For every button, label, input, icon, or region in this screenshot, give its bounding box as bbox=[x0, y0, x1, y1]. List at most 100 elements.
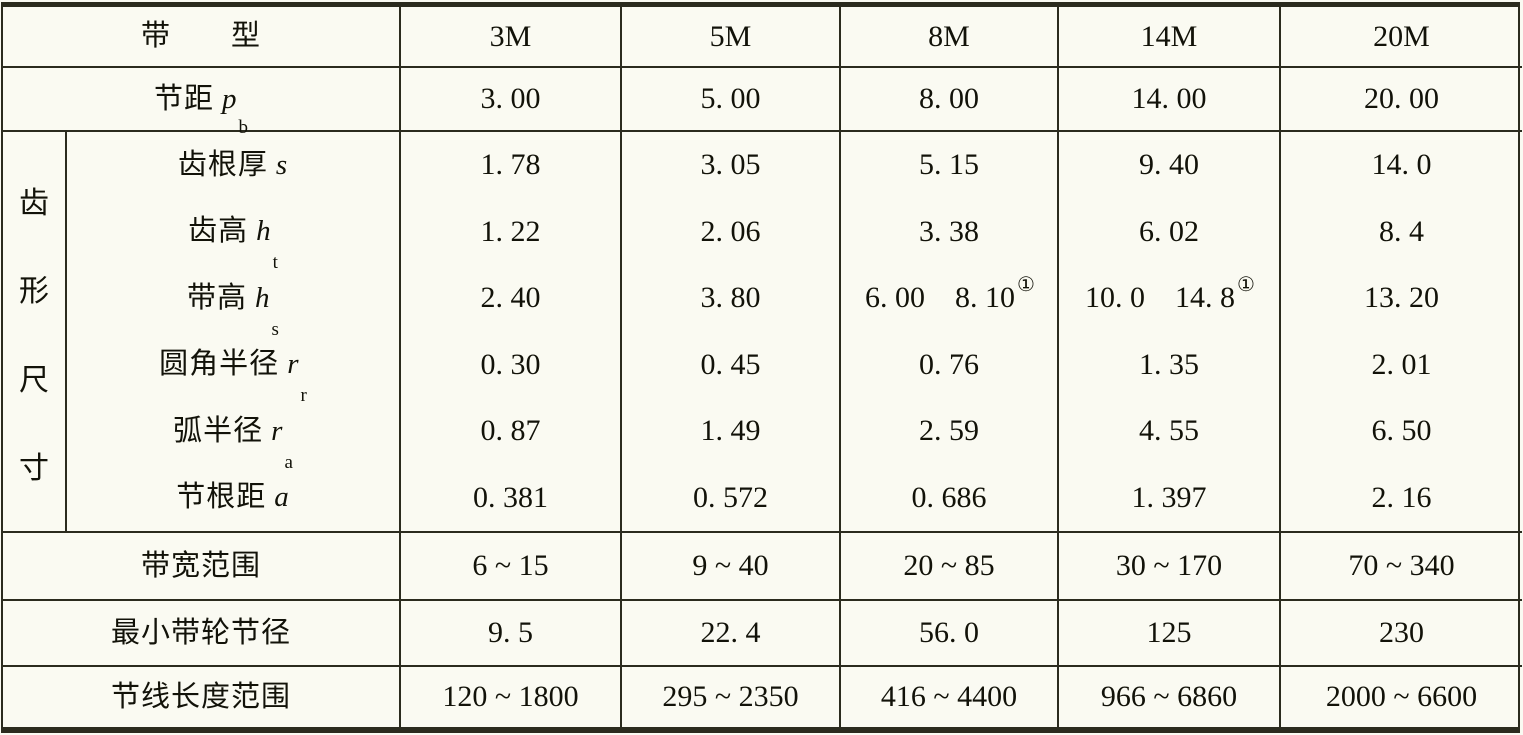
value-text: 1. 78 bbox=[480, 148, 541, 182]
value-text: 2. 16 bbox=[1371, 480, 1432, 514]
pitch-length-5m: 295 ~ 2350 bbox=[622, 667, 841, 727]
tooth-value-cell: 2. 01 bbox=[1281, 332, 1522, 399]
value-text: 10. 0 14. 8 bbox=[1085, 281, 1236, 315]
header-col-8m: 8M bbox=[841, 7, 1059, 68]
footnote-mark: ① bbox=[1237, 274, 1255, 297]
tooth-value-cell: 2. 40 bbox=[401, 265, 620, 332]
tooth-group-char-4: 寸 bbox=[19, 451, 49, 485]
tooth-value-cell: 1. 35 bbox=[1059, 332, 1279, 399]
tooth-value-cell: 2. 16 bbox=[1281, 465, 1522, 532]
tooth-symbol-subscript: s bbox=[271, 318, 280, 340]
tooth-value-cell: 0. 381 bbox=[401, 465, 620, 532]
tooth-value-cell: 1. 78 bbox=[401, 132, 620, 199]
pitch-symbol-subscript: b bbox=[238, 117, 249, 138]
min-pulley-14m: 125 bbox=[1059, 601, 1281, 667]
pitch-value-20m: 20. 00 bbox=[1281, 68, 1522, 132]
value-text: 1. 35 bbox=[1139, 347, 1199, 381]
tooth-symbol-subscript: r bbox=[300, 385, 308, 406]
tooth-value-cell: 14. 0 bbox=[1281, 132, 1522, 199]
tooth-symbol: a bbox=[274, 481, 290, 514]
value-text: 0. 45 bbox=[700, 347, 761, 381]
tooth-value-cell: 3. 80 bbox=[622, 265, 839, 332]
value-text: 1. 22 bbox=[480, 214, 541, 248]
width-range-3m: 6 ~ 15 bbox=[401, 533, 622, 601]
tooth-value-cell: 0. 572 bbox=[622, 465, 839, 532]
tooth-group-char-1: 齿 bbox=[19, 187, 49, 221]
pitch-row-label: 节距 p b bbox=[3, 68, 401, 137]
pitch-value-14m: 14. 00 bbox=[1059, 68, 1281, 132]
min-pulley-8m: 56. 0 bbox=[841, 601, 1059, 667]
value-text: 3. 05 bbox=[700, 148, 761, 182]
tooth-row-labels: 齿根厚 s 齿高 h t 带高 h s 圆角半径 r r 弧半径 r a 节根距 a bbox=[67, 132, 401, 533]
tooth-label-fillet-radius: 圆角半径 r r bbox=[67, 332, 399, 405]
value-text: 6. 00 8. 10 bbox=[865, 281, 1016, 315]
pitch-value-3m: 3. 00 bbox=[401, 68, 622, 132]
value-text: 8. 4 bbox=[1379, 214, 1424, 248]
tooth-label-text: 齿根厚 bbox=[177, 148, 268, 181]
pitch-label-text: 节距 bbox=[153, 82, 214, 115]
tooth-values-col-5m: 3. 05 2. 06 3. 80 0. 45 1. 49 0. 572 bbox=[622, 132, 841, 533]
pitch-length-14m: 966 ~ 6860 bbox=[1059, 667, 1281, 727]
value-text: 1. 397 bbox=[1131, 480, 1207, 514]
value-text: 0. 87 bbox=[480, 414, 541, 448]
tooth-value-cell: 2. 06 bbox=[622, 199, 839, 266]
tooth-value-cell: 9. 40 bbox=[1059, 132, 1279, 199]
width-range-14m: 30 ~ 170 bbox=[1059, 533, 1281, 601]
tooth-label-tooth-height: 齿高 h t bbox=[67, 199, 399, 272]
tooth-symbol: h bbox=[255, 281, 271, 314]
tooth-value-cell: 0. 686 bbox=[841, 465, 1057, 532]
value-text: 0. 572 bbox=[693, 480, 768, 514]
header-row-label: 带 型 bbox=[3, 7, 401, 68]
width-range-8m: 20 ~ 85 bbox=[841, 533, 1059, 601]
tooth-value-cell: 13. 20 bbox=[1281, 265, 1522, 332]
value-text: 0. 686 bbox=[911, 480, 987, 514]
value-text: 0. 381 bbox=[473, 480, 548, 514]
tooth-value-cell: 4. 55 bbox=[1059, 398, 1279, 465]
value-text: 3. 38 bbox=[919, 214, 979, 248]
pitch-length-3m: 120 ~ 1800 bbox=[401, 667, 622, 727]
tooth-label-text: 弧半径 bbox=[173, 414, 264, 447]
tooth-symbol: s bbox=[275, 148, 289, 181]
width-range-5m: 9 ~ 40 bbox=[622, 533, 841, 601]
value-text: 9. 40 bbox=[1139, 148, 1199, 182]
pitch-length-8m: 416 ~ 4400 bbox=[841, 667, 1059, 727]
tooth-label-root-thickness: 齿根厚 s bbox=[67, 132, 399, 199]
tooth-label-text: 节根距 bbox=[176, 481, 267, 514]
tooth-symbol: r bbox=[287, 348, 300, 381]
tooth-group-char-3: 尺 bbox=[19, 363, 49, 397]
value-text: 14. 0 bbox=[1371, 148, 1432, 182]
tooth-value-cell: 0. 87 bbox=[401, 398, 620, 465]
value-text: 6. 50 bbox=[1371, 414, 1432, 448]
tooth-value-cell: 1. 397 bbox=[1059, 465, 1279, 532]
tooth-value-cell: 5. 15 bbox=[841, 132, 1057, 199]
value-text: 4. 55 bbox=[1139, 414, 1199, 448]
header-col-20m: 20M bbox=[1281, 7, 1522, 68]
tooth-group-char-2: 形 bbox=[19, 275, 49, 309]
width-range-20m: 70 ~ 340 bbox=[1281, 533, 1522, 601]
pitch-length-20m: 2000 ~ 6600 bbox=[1325, 680, 1478, 713]
tooth-label-pitch-root-distance: 节根距 a bbox=[67, 465, 399, 532]
value-text: 0. 76 bbox=[919, 347, 979, 381]
tooth-group-label: 齿 形 尺 寸 bbox=[3, 132, 67, 533]
tooth-value-cell: 0. 45 bbox=[622, 332, 839, 399]
value-text: 2. 59 bbox=[919, 414, 979, 448]
tooth-value-cell: 1. 49 bbox=[622, 398, 839, 465]
min-pulley-row-label: 最小带轮节径 bbox=[3, 601, 401, 667]
pitch-length-row-label: 节线长度范围 bbox=[3, 667, 401, 727]
tooth-label-text: 圆角半径 bbox=[159, 348, 280, 381]
tooth-values-col-20m: 14. 0 8. 4 13. 20 2. 01 6. 50 2. 16 bbox=[1281, 132, 1522, 533]
tooth-label-text: 带高 bbox=[187, 281, 248, 314]
value-text: 3. 80 bbox=[700, 281, 761, 315]
tooth-label-text: 齿高 bbox=[188, 215, 249, 248]
header-col-14m: 14M bbox=[1059, 7, 1281, 68]
tooth-value-cell: 3. 38 bbox=[841, 199, 1057, 266]
value-text: 2. 06 bbox=[700, 214, 761, 248]
min-pulley-3m: 9. 5 bbox=[401, 601, 622, 667]
tooth-values-col-3m: 1. 78 1. 22 2. 40 0. 30 0. 87 0. 381 bbox=[401, 132, 622, 533]
width-range-row-label: 带宽范围 bbox=[3, 533, 401, 601]
tooth-symbol: h bbox=[256, 215, 272, 248]
tooth-value-cell: 6. 50 bbox=[1281, 398, 1522, 465]
tooth-value-cell: 6. 00 8. 10 ① bbox=[841, 265, 1057, 332]
pitch-value-8m: 8. 00 bbox=[841, 68, 1059, 132]
